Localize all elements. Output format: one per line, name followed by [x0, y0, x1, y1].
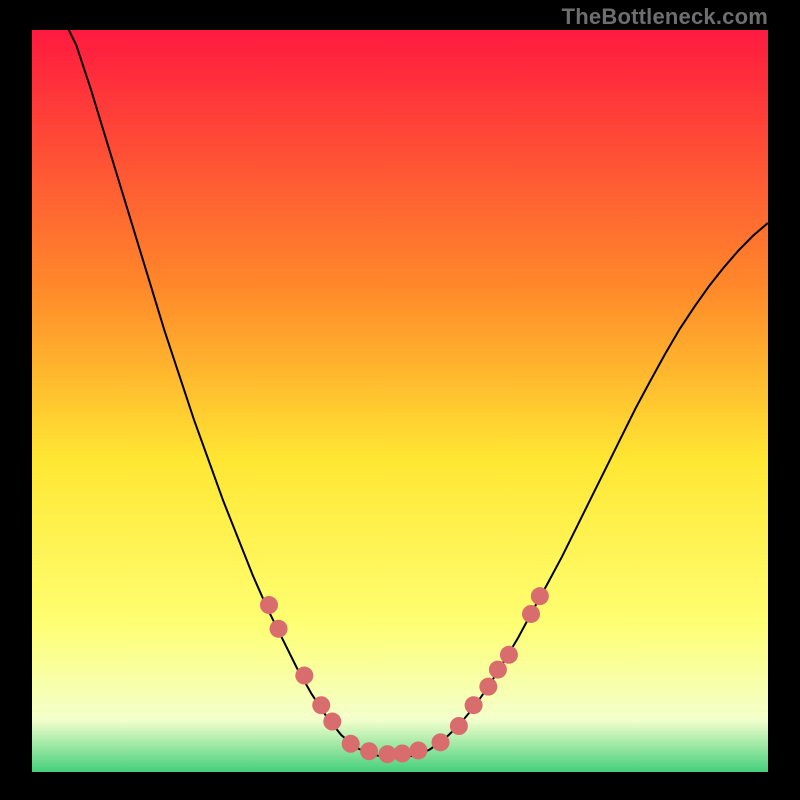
watermark-text: TheBottleneck.com	[562, 4, 768, 30]
plot-background	[32, 30, 768, 772]
curve-marker	[260, 596, 278, 614]
curve-marker	[270, 620, 288, 638]
curve-marker	[409, 741, 427, 759]
curve-marker	[531, 587, 549, 605]
curve-marker	[465, 696, 483, 714]
curve-marker	[450, 717, 468, 735]
curve-marker	[522, 605, 540, 623]
curve-marker	[393, 744, 411, 762]
curve-marker	[295, 667, 313, 685]
curve-marker	[489, 661, 507, 679]
curve-marker	[312, 696, 330, 714]
curve-marker	[500, 646, 518, 664]
bottleneck-chart	[32, 30, 768, 772]
curve-marker	[360, 742, 378, 760]
chart-frame: TheBottleneck.com	[0, 0, 800, 800]
curve-marker	[323, 713, 341, 731]
curve-marker	[479, 678, 497, 696]
curve-marker	[342, 735, 360, 753]
curve-marker	[431, 733, 449, 751]
